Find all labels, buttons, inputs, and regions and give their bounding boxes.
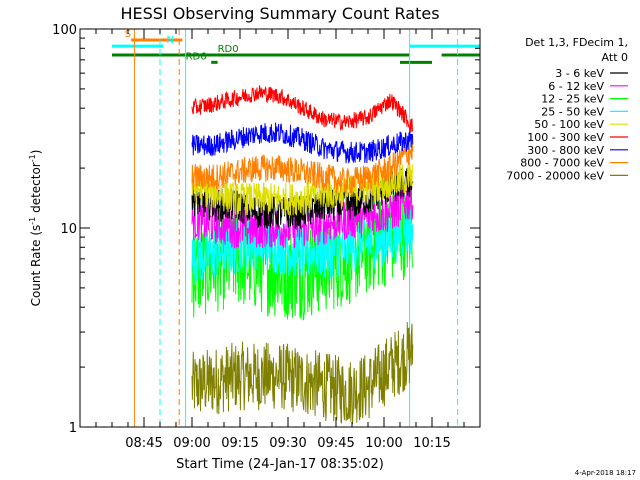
flag-label: S: [125, 29, 131, 40]
legend-entry-label: 100 - 300 keV: [527, 131, 604, 144]
x-tick-label: 10:00: [365, 436, 402, 451]
flag-label: N: [166, 35, 173, 46]
legend-entry-label: 6 - 12 keV: [548, 80, 604, 93]
flag-label: RD0: [218, 44, 239, 55]
legend-entry-label: 50 - 100 keV: [534, 118, 604, 131]
series-line: [191, 206, 414, 286]
legend-header: Att 0: [602, 51, 628, 64]
y-axis-label-superscript: -1: [28, 217, 37, 225]
legend-entry-label: 300 - 800 keV: [527, 144, 604, 157]
legend-entry-label: 25 - 50 keV: [541, 105, 604, 118]
y-axis-label-superscript: -1: [28, 154, 37, 162]
footer-timestamp: 4-Apr-2018 18:17: [575, 469, 636, 477]
legend-entry-label: 3 - 6 keV: [555, 67, 604, 80]
y-axis-label-part: Count Rate (s: [29, 225, 43, 307]
data-series: [191, 85, 414, 425]
x-tick-label: 09:15: [221, 436, 258, 451]
legend-entry-label: 800 - 7000 keV: [520, 157, 604, 170]
x-axis-ticks: 08:45 09:00 09:15 09:30 09:45 10:00 10:15: [95, 29, 481, 451]
flag-label: RD6: [186, 51, 207, 62]
series-line: [191, 164, 414, 216]
legend-entry-label: 12 - 25 keV: [541, 93, 604, 106]
x-tick-label: 10:15: [413, 436, 450, 451]
y-tick-label: 1: [69, 421, 77, 436]
legend-entry-label: 7000 - 20000 keV: [506, 169, 604, 182]
y-axis-label: Count Rate (s-1 detector-1): [28, 150, 43, 307]
x-tick-label: 09:30: [269, 436, 306, 451]
series-line: [191, 122, 414, 164]
y-tick-label: 10: [60, 222, 77, 237]
x-tick-label: 09:45: [317, 436, 354, 451]
flag-bars: S N RD0 RD6: [112, 29, 480, 64]
x-axis-label: Start Time (24-Jan-17 08:35:02): [176, 457, 384, 472]
y-axis-ticks: 1 10 100: [52, 23, 480, 436]
series-line: [191, 138, 414, 195]
x-tick-label: 08:45: [125, 436, 162, 451]
y-tick-label: 100: [52, 23, 77, 38]
series-line: [191, 179, 414, 249]
series-line: [191, 322, 414, 425]
y-axis-label-part: ): [29, 150, 43, 155]
chart-title: HESSI Observing Summary Count Rates: [120, 4, 439, 23]
series-line: [191, 85, 414, 133]
legend-header: Det 1,3, FDecim 1,: [525, 36, 628, 49]
y-axis-label-part: detector: [29, 162, 43, 217]
x-tick-label: 09:00: [173, 436, 210, 451]
